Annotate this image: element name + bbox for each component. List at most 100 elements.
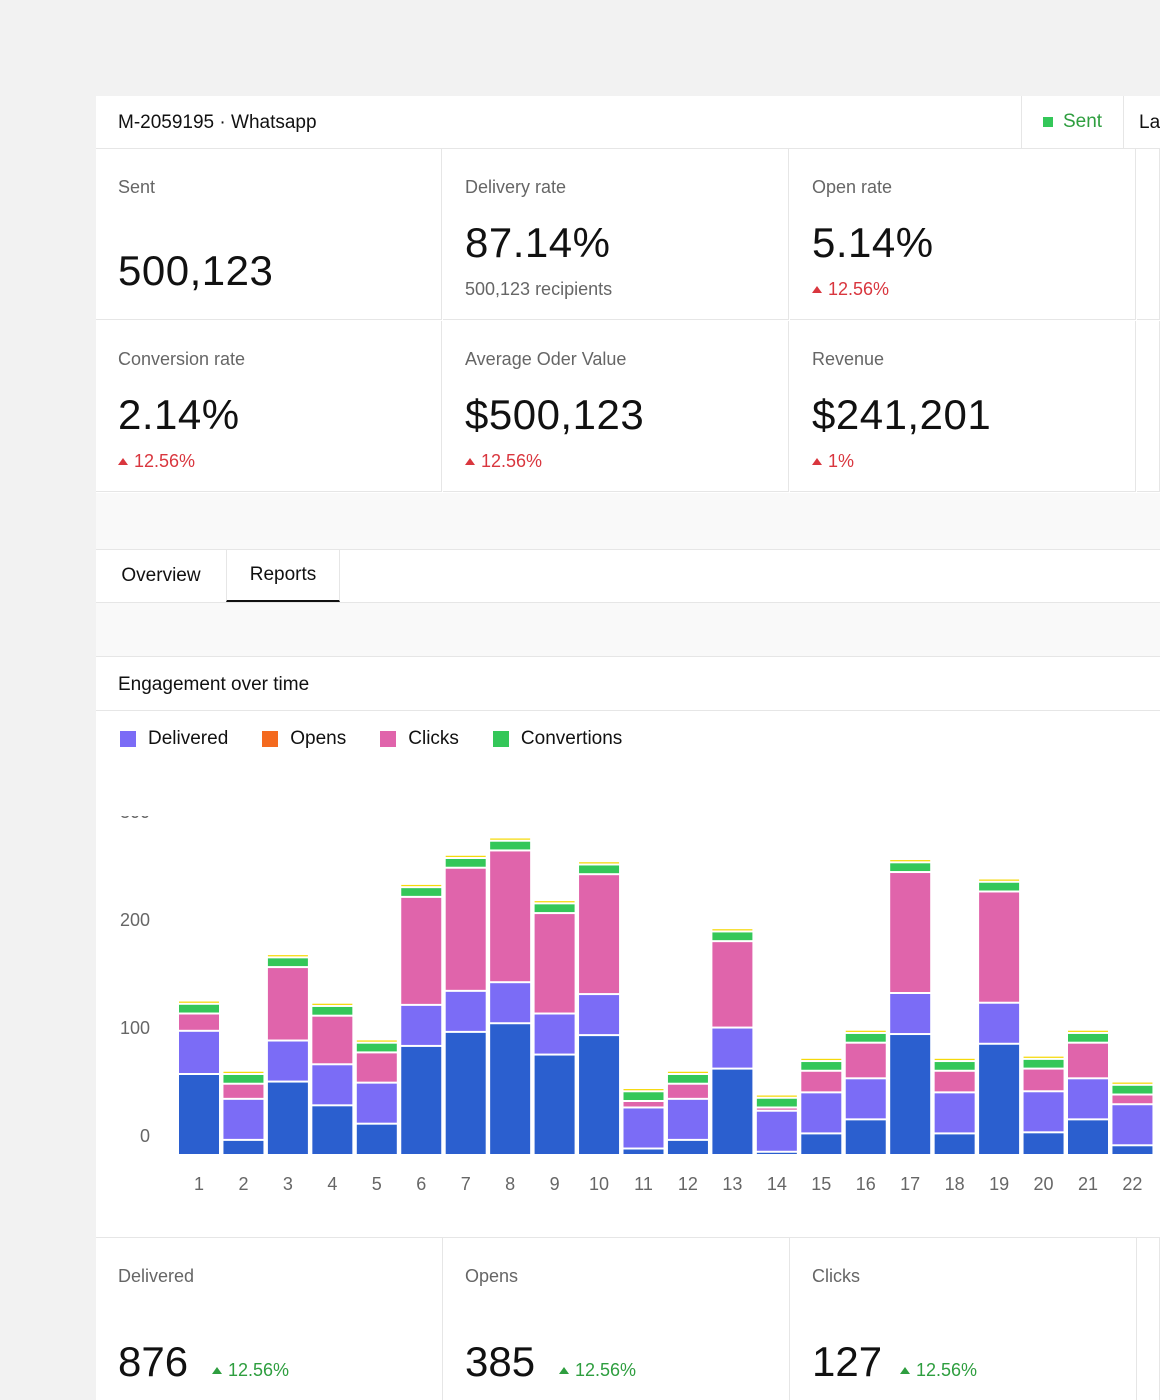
bar-segment-clicks[interactable] [179, 1014, 219, 1030]
bar-segment-convertions[interactable] [756, 1098, 797, 1107]
legend-item-clicks[interactable]: Clicks [380, 728, 459, 750]
status-badge[interactable]: Sent [1021, 96, 1124, 148]
bar-segment-clicks[interactable] [712, 942, 753, 1027]
bar-segment-clicks[interactable] [890, 873, 931, 992]
bar-segment-delivered[interactable] [623, 1108, 664, 1148]
bar-segment-top[interactable] [356, 1040, 397, 1042]
bar-segment-clicks[interactable] [579, 875, 620, 994]
bar-segment-top[interactable] [1068, 1030, 1108, 1032]
bar-segment-top[interactable] [579, 862, 620, 864]
bar-segment-base[interactable] [579, 1036, 620, 1154]
bar-segment-delivered[interactable] [356, 1083, 397, 1123]
bar-segment-convertions[interactable] [534, 904, 575, 913]
bar-segment-delivered[interactable] [934, 1093, 975, 1133]
bar-segment-base[interactable] [756, 1152, 797, 1154]
bar-segment-top[interactable] [1112, 1082, 1153, 1084]
bar-segment-convertions[interactable] [356, 1043, 397, 1052]
bar-segment-top[interactable] [223, 1071, 264, 1073]
bar-segment-base[interactable] [979, 1044, 1020, 1154]
bar-segment-delivered[interactable] [1023, 1092, 1064, 1132]
bar-segment-convertions[interactable] [445, 859, 486, 867]
bar-segment-base[interactable] [1068, 1120, 1108, 1154]
bar-segment-top[interactable] [801, 1058, 842, 1061]
bar-segment-top[interactable] [267, 955, 308, 957]
bar-segment-clicks[interactable] [401, 897, 442, 1004]
bar-segment-clicks[interactable] [1023, 1069, 1064, 1091]
bar-segment-base[interactable] [223, 1140, 264, 1154]
bar-segment-clicks[interactable] [223, 1084, 264, 1098]
bar-segment-base[interactable] [534, 1055, 575, 1154]
bar-segment-clicks[interactable] [934, 1071, 975, 1092]
bar-segment-delivered[interactable] [445, 991, 486, 1031]
bar-segment-convertions[interactable] [890, 863, 931, 872]
bar-segment-top[interactable] [312, 1003, 353, 1005]
bar-segment-base[interactable] [401, 1046, 442, 1154]
bar-segment-clicks[interactable] [445, 868, 486, 990]
bar-segment-base[interactable] [1112, 1146, 1153, 1154]
bar-segment-delivered[interactable] [756, 1111, 797, 1151]
bar-segment-base[interactable] [1023, 1133, 1064, 1154]
bar-segment-base[interactable] [890, 1035, 931, 1154]
bar-segment-clicks[interactable] [845, 1043, 886, 1078]
bar-segment-top[interactable] [490, 838, 531, 840]
bar-segment-convertions[interactable] [179, 1004, 219, 1013]
bar-segment-top[interactable] [845, 1030, 886, 1032]
bar-segment-top[interactable] [623, 1089, 664, 1091]
tab-overview[interactable]: Overview [121, 565, 201, 586]
bar-segment-clicks[interactable] [490, 851, 531, 982]
bar-segment-base[interactable] [179, 1075, 219, 1154]
header-next-item[interactable]: La [1139, 112, 1160, 133]
bar-segment-base[interactable] [356, 1124, 397, 1154]
bar-segment-convertions[interactable] [1112, 1085, 1153, 1094]
bar-segment-top[interactable] [934, 1058, 975, 1061]
bar-segment-clicks[interactable] [312, 1016, 353, 1064]
bar-segment-delivered[interactable] [223, 1099, 264, 1139]
bar-segment-base[interactable] [312, 1106, 353, 1154]
bar-segment-clicks[interactable] [756, 1108, 797, 1110]
bar-segment-clicks[interactable] [979, 892, 1020, 1002]
bar-segment-base[interactable] [712, 1069, 753, 1154]
bar-segment-clicks[interactable] [801, 1071, 842, 1092]
bar-segment-convertions[interactable] [667, 1075, 708, 1083]
bar-segment-base[interactable] [934, 1134, 975, 1154]
bar-segment-delivered[interactable] [667, 1099, 708, 1139]
bar-segment-top[interactable] [667, 1071, 708, 1073]
legend-item-convertions[interactable]: Convertions [492, 728, 622, 750]
bar-segment-convertions[interactable] [1023, 1059, 1064, 1068]
bar-segment-base[interactable] [667, 1140, 708, 1154]
bar-segment-top[interactable] [712, 929, 753, 931]
bar-segment-delivered[interactable] [979, 1003, 1020, 1043]
bar-segment-top[interactable] [401, 884, 442, 887]
legend-item-delivered[interactable]: Delivered [120, 728, 228, 750]
bar-segment-clicks[interactable] [623, 1102, 664, 1107]
tab-reports[interactable]: Reports [226, 550, 340, 602]
bar-segment-delivered[interactable] [267, 1041, 308, 1081]
bar-segment-delivered[interactable] [490, 983, 531, 1023]
bar-segment-top[interactable] [1023, 1056, 1064, 1058]
bar-segment-convertions[interactable] [223, 1075, 264, 1083]
bar-segment-convertions[interactable] [1068, 1033, 1108, 1042]
bar-segment-delivered[interactable] [712, 1028, 753, 1068]
bar-segment-top[interactable] [890, 860, 931, 862]
bar-segment-delivered[interactable] [401, 1005, 442, 1045]
bar-segment-base[interactable] [623, 1149, 664, 1154]
bar-segment-base[interactable] [445, 1032, 486, 1154]
bar-segment-base[interactable] [845, 1120, 886, 1154]
bar-segment-delivered[interactable] [1112, 1105, 1153, 1145]
bar-segment-top[interactable] [756, 1095, 797, 1097]
bar-segment-convertions[interactable] [312, 1006, 353, 1015]
bar-segment-convertions[interactable] [579, 865, 620, 874]
bar-segment-convertions[interactable] [490, 841, 531, 850]
bar-segment-convertions[interactable] [712, 932, 753, 941]
bar-segment-clicks[interactable] [1112, 1095, 1153, 1104]
bar-segment-convertions[interactable] [267, 958, 308, 967]
bar-segment-top[interactable] [179, 1001, 219, 1003]
bar-segment-top[interactable] [445, 855, 486, 857]
bar-segment-top[interactable] [534, 901, 575, 903]
bar-segment-clicks[interactable] [1068, 1043, 1108, 1078]
bar-segment-delivered[interactable] [1068, 1079, 1108, 1119]
legend-item-opens[interactable]: Opens [262, 728, 346, 750]
bar-segment-clicks[interactable] [534, 914, 575, 1013]
bar-segment-clicks[interactable] [356, 1053, 397, 1082]
bar-segment-convertions[interactable] [845, 1033, 886, 1042]
